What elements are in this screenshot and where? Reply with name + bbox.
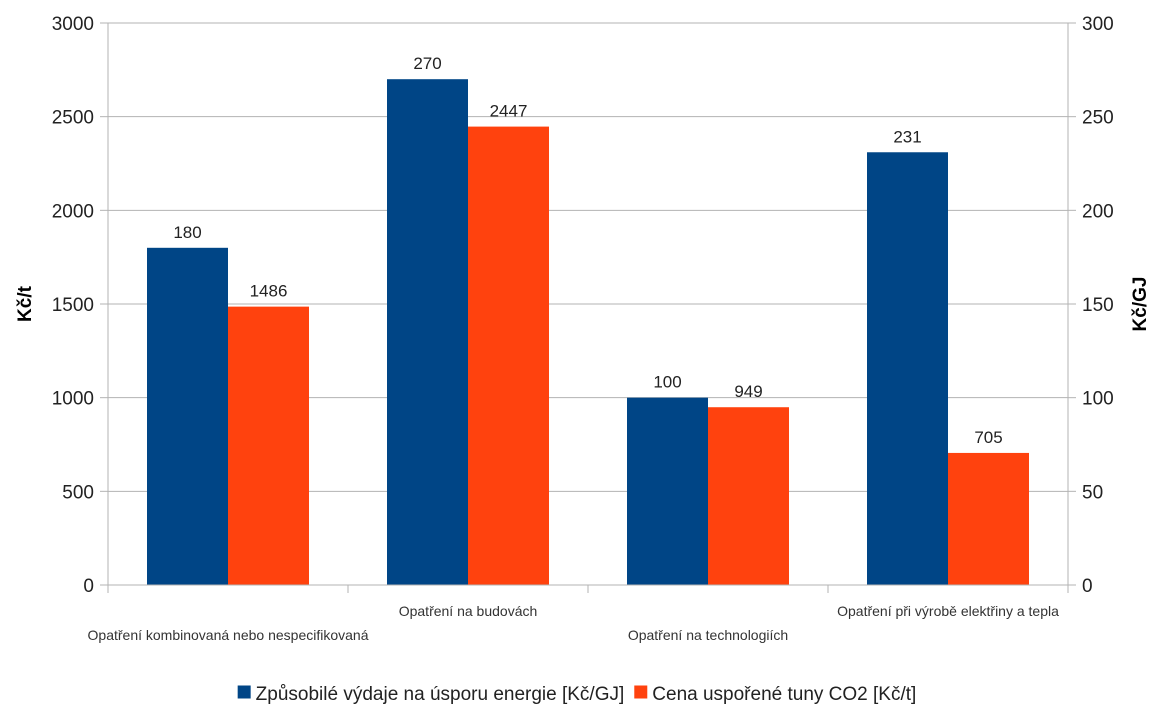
x-category-label: Opatření kombinovaná nebo nespecifikovan… — [88, 627, 369, 643]
data-label-co2-price: 1486 — [250, 282, 288, 301]
y-tick-label-left: 500 — [62, 482, 94, 503]
legend-swatch-energy-cost — [237, 685, 251, 699]
x-category-label: Opatření při výrobě elektřiny a tepla — [837, 603, 1059, 619]
bar-co2-price — [468, 126, 549, 585]
y-axis-title-right: Kč/GJ — [1130, 277, 1151, 332]
y-tick-label-left: 3000 — [52, 14, 94, 35]
data-label-energy-cost: 100 — [653, 373, 681, 392]
bar-energy-cost — [147, 247, 228, 586]
legend-label-co2-price: Cena uspořené tuny CO2 [Kč/t] — [652, 684, 916, 705]
y-tick-label-left: 2000 — [52, 201, 94, 222]
y-tick-label-right: 0 — [1082, 576, 1093, 597]
bar-energy-cost — [867, 152, 948, 585]
data-label-energy-cost: 231 — [893, 127, 921, 146]
data-label-co2-price: 705 — [974, 428, 1002, 447]
y-axis-title-left: Kč/t — [15, 285, 36, 322]
x-category-label: Opatření na technologiích — [628, 627, 788, 643]
y-tick-label-left: 0 — [83, 576, 94, 597]
y-tick-label-left: 2500 — [52, 108, 94, 129]
bars — [147, 79, 1029, 586]
legend: Způsobilé výdaje na úsporu energie [Kč/G… — [237, 684, 916, 705]
y-tick-label-left: 1000 — [52, 389, 94, 410]
y-tick-label-left: 1500 — [52, 295, 94, 316]
data-label-energy-cost: 270 — [413, 54, 441, 73]
y-tick-label-right: 200 — [1082, 201, 1114, 222]
bar-energy-cost — [627, 397, 708, 585]
axes — [100, 22, 1076, 593]
y-tick-label-right: 300 — [1082, 14, 1114, 35]
data-label-co2-price: 949 — [734, 382, 762, 401]
bar-co2-price — [708, 407, 789, 585]
bar-co2-price — [228, 306, 309, 585]
legend-swatch-co2-price — [634, 685, 648, 699]
labels: 0 500 1000 1500 2000 2500 3000 0 50 100 150 200 250 3… — [15, 14, 1151, 643]
bar-co2-price — [948, 452, 1029, 585]
data-label-energy-cost: 180 — [173, 223, 201, 242]
bar-energy-cost — [387, 79, 468, 585]
x-category-label: Opatření na budovách — [399, 603, 538, 619]
y-tick-label-right: 100 — [1082, 389, 1114, 410]
y-tick-label-right: 250 — [1082, 108, 1114, 129]
data-label-co2-price: 2447 — [490, 102, 528, 121]
y-tick-label-right: 150 — [1082, 295, 1114, 316]
legend-label-energy-cost: Způsobilé výdaje na úsporu energie [Kč/G… — [256, 684, 625, 705]
y-tick-label-right: 50 — [1082, 482, 1103, 503]
